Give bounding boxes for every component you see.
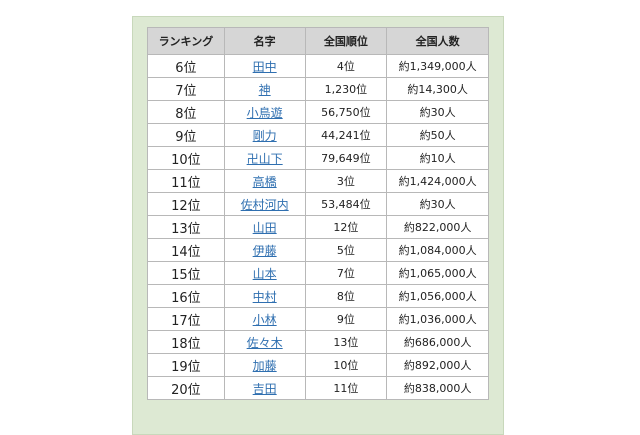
cell-national-rank: 12位 bbox=[304, 215, 388, 239]
cell-surname: 小鳥遊 bbox=[223, 100, 306, 124]
table-row: 8位 小鳥遊 56,750位 約30人 bbox=[147, 100, 489, 124]
surname-ranking-table: ランキング 名字 全国順位 全国人数 6位 田中 4位 約1,349,000人 7位 神 1… bbox=[147, 27, 489, 400]
cell-ranking: 6位 bbox=[147, 54, 225, 78]
table-row: 6位 田中 4位 約1,349,000人 bbox=[147, 54, 489, 78]
surname-link[interactable]: 伊藤 bbox=[252, 243, 277, 258]
cell-national-count: 約838,000人 bbox=[386, 376, 489, 400]
table-row: 20位 吉田 11位 約838,000人 bbox=[147, 376, 489, 400]
table-row: 13位 山田 12位 約822,000人 bbox=[147, 215, 489, 239]
surname-link[interactable]: 吉田 bbox=[252, 381, 277, 396]
surname-link[interactable]: 田中 bbox=[252, 59, 277, 74]
table-row: 12位 佐村河内 53,484位 約30人 bbox=[147, 192, 489, 216]
cell-national-rank: 10位 bbox=[304, 353, 388, 377]
cell-national-rank: 1,230位 bbox=[304, 77, 388, 101]
table-row: 18位 佐々木 13位 約686,000人 bbox=[147, 330, 489, 354]
cell-national-count: 約1,056,000人 bbox=[386, 284, 489, 308]
table-row: 11位 高橋 3位 約1,424,000人 bbox=[147, 169, 489, 193]
surname-link[interactable]: 加藤 bbox=[252, 358, 277, 373]
surname-link[interactable]: 小林 bbox=[252, 312, 277, 327]
cell-ranking: 13位 bbox=[147, 215, 225, 239]
cell-surname: 佐村河内 bbox=[223, 192, 306, 216]
cell-national-rank: 4位 bbox=[304, 54, 388, 78]
table-row: 16位 中村 8位 約1,056,000人 bbox=[147, 284, 489, 308]
cell-ranking: 7位 bbox=[147, 77, 225, 101]
cell-surname: 山本 bbox=[223, 261, 306, 285]
cell-national-count: 約30人 bbox=[386, 192, 489, 216]
surname-link[interactable]: 剛力 bbox=[252, 128, 277, 143]
cell-ranking: 16位 bbox=[147, 284, 225, 308]
surname-link[interactable]: 佐村河内 bbox=[240, 197, 289, 212]
cell-ranking: 17位 bbox=[147, 307, 225, 331]
cell-national-count: 約14,300人 bbox=[386, 77, 489, 101]
cell-ranking: 8位 bbox=[147, 100, 225, 124]
cell-ranking: 19位 bbox=[147, 353, 225, 377]
cell-national-rank: 56,750位 bbox=[304, 100, 388, 124]
surname-link[interactable]: 神 bbox=[258, 82, 271, 97]
cell-national-rank: 79,649位 bbox=[304, 146, 388, 170]
cell-national-count: 約1,084,000人 bbox=[386, 238, 489, 262]
cell-national-count: 約1,036,000人 bbox=[386, 307, 489, 331]
cell-ranking: 12位 bbox=[147, 192, 225, 216]
cell-surname: 中村 bbox=[223, 284, 306, 308]
table-row: 7位 神 1,230位 約14,300人 bbox=[147, 77, 489, 101]
table-row: 19位 加藤 10位 約892,000人 bbox=[147, 353, 489, 377]
surname-link[interactable]: 山田 bbox=[252, 220, 277, 235]
surname-link[interactable]: 山本 bbox=[252, 266, 277, 281]
header-surname: 名字 bbox=[223, 27, 306, 55]
cell-ranking: 20位 bbox=[147, 376, 225, 400]
cell-national-count: 約10人 bbox=[386, 146, 489, 170]
cell-ranking: 18位 bbox=[147, 330, 225, 354]
cell-national-rank: 13位 bbox=[304, 330, 388, 354]
cell-surname: 小林 bbox=[223, 307, 306, 331]
cell-national-rank: 11位 bbox=[304, 376, 388, 400]
table-row: 9位 剛力 44,241位 約50人 bbox=[147, 123, 489, 147]
cell-national-count: 約892,000人 bbox=[386, 353, 489, 377]
table-row: 17位 小林 9位 約1,036,000人 bbox=[147, 307, 489, 331]
cell-national-rank: 44,241位 bbox=[304, 123, 388, 147]
cell-surname: 高橋 bbox=[223, 169, 306, 193]
cell-national-count: 約686,000人 bbox=[386, 330, 489, 354]
cell-surname: 剛力 bbox=[223, 123, 306, 147]
table-header-row: ランキング 名字 全国順位 全国人数 bbox=[147, 27, 489, 55]
cell-ranking: 11位 bbox=[147, 169, 225, 193]
cell-national-rank: 9位 bbox=[304, 307, 388, 331]
cell-ranking: 15位 bbox=[147, 261, 225, 285]
surname-link[interactable]: 卍山下 bbox=[246, 151, 283, 166]
cell-national-count: 約30人 bbox=[386, 100, 489, 124]
cell-ranking: 14位 bbox=[147, 238, 225, 262]
table-row: 15位 山本 7位 約1,065,000人 bbox=[147, 261, 489, 285]
table-row: 14位 伊藤 5位 約1,084,000人 bbox=[147, 238, 489, 262]
cell-national-count: 約1,349,000人 bbox=[386, 54, 489, 78]
cell-surname: 山田 bbox=[223, 215, 306, 239]
cell-ranking: 10位 bbox=[147, 146, 225, 170]
header-ranking: ランキング bbox=[147, 27, 225, 55]
surname-link[interactable]: 小鳥遊 bbox=[246, 105, 283, 120]
header-national-count: 全国人数 bbox=[386, 27, 489, 55]
cell-surname: 卍山下 bbox=[223, 146, 306, 170]
cell-national-rank: 7位 bbox=[304, 261, 388, 285]
cell-surname: 神 bbox=[223, 77, 306, 101]
surname-link[interactable]: 中村 bbox=[252, 289, 277, 304]
cell-surname: 佐々木 bbox=[223, 330, 306, 354]
cell-surname: 加藤 bbox=[223, 353, 306, 377]
table-row: 10位 卍山下 79,649位 約10人 bbox=[147, 146, 489, 170]
cell-national-count: 約50人 bbox=[386, 123, 489, 147]
cell-ranking: 9位 bbox=[147, 123, 225, 147]
cell-surname: 伊藤 bbox=[223, 238, 306, 262]
cell-national-count: 約1,065,000人 bbox=[386, 261, 489, 285]
cell-national-count: 約822,000人 bbox=[386, 215, 489, 239]
surname-link[interactable]: 高橋 bbox=[252, 174, 277, 189]
cell-surname: 田中 bbox=[223, 54, 306, 78]
cell-surname: 吉田 bbox=[223, 376, 306, 400]
cell-national-rank: 5位 bbox=[304, 238, 388, 262]
header-national-rank: 全国順位 bbox=[304, 27, 388, 55]
cell-national-rank: 53,484位 bbox=[304, 192, 388, 216]
cell-national-rank: 3位 bbox=[304, 169, 388, 193]
cell-national-count: 約1,424,000人 bbox=[386, 169, 489, 193]
cell-national-rank: 8位 bbox=[304, 284, 388, 308]
surname-link[interactable]: 佐々木 bbox=[246, 335, 283, 350]
